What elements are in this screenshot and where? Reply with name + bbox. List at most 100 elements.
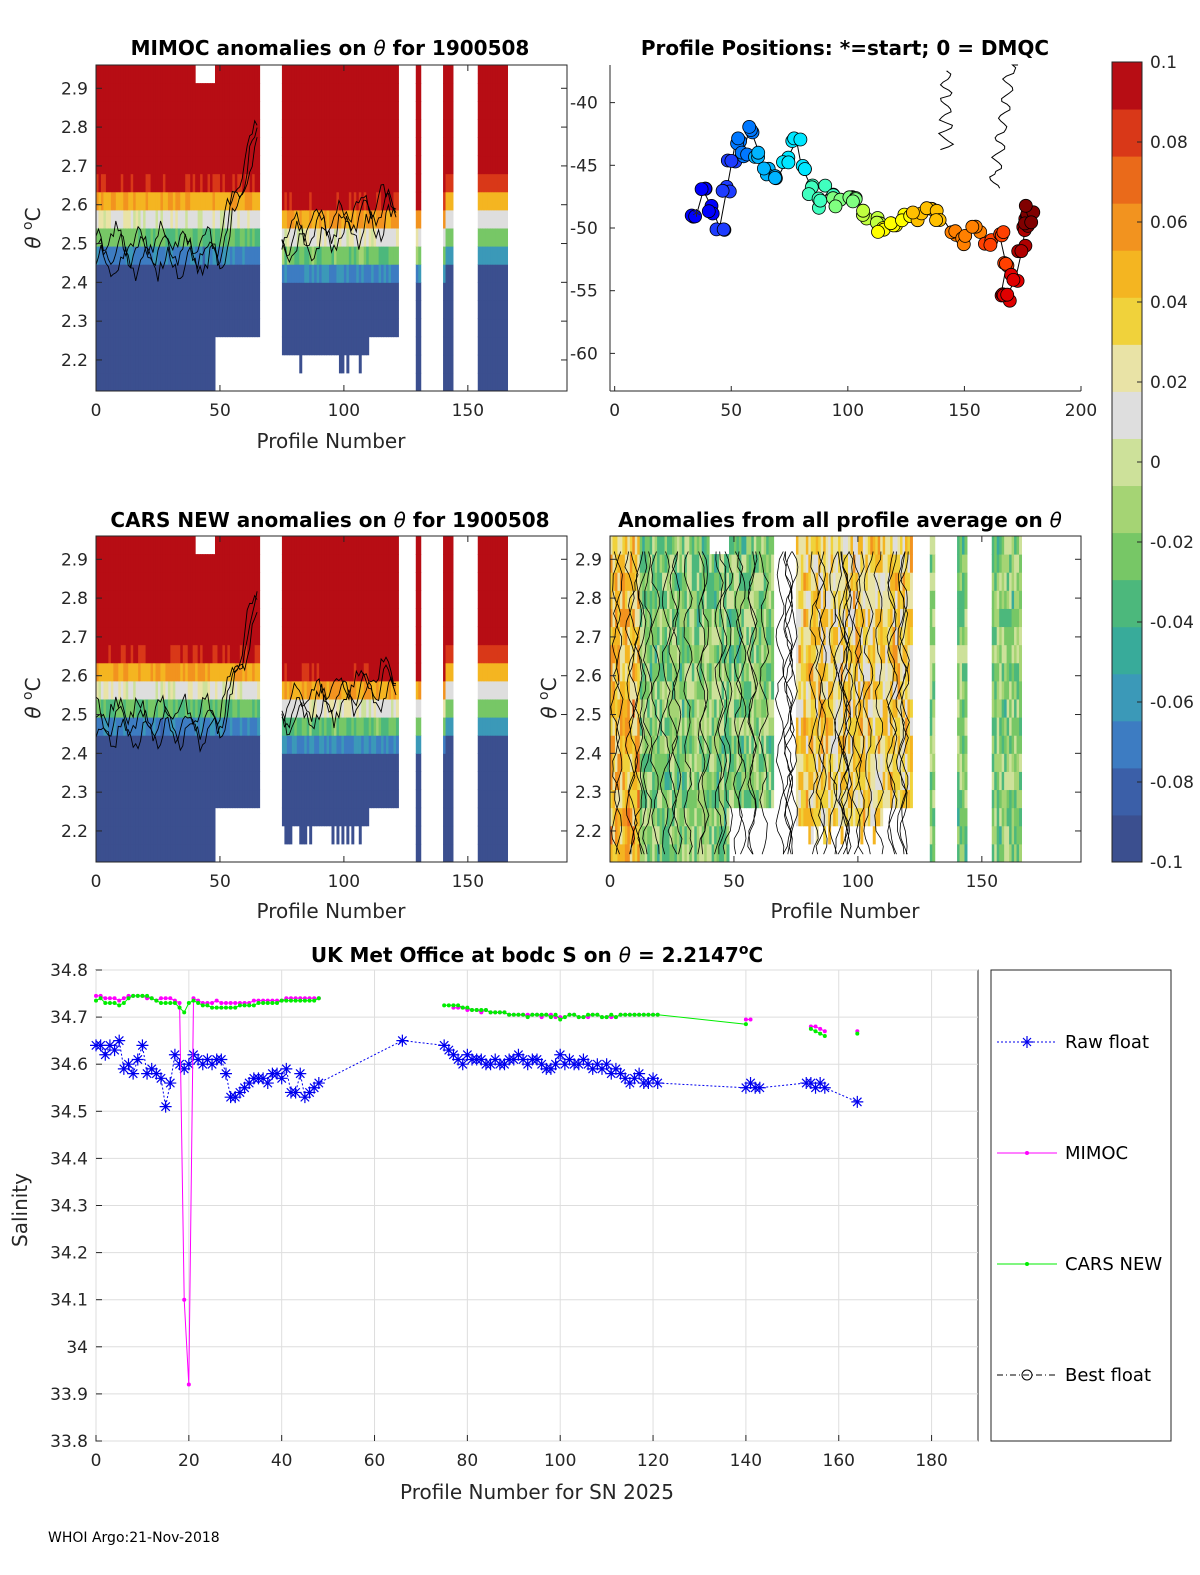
profile-marker [997, 226, 1010, 239]
heatmap-cell [450, 228, 453, 247]
heatmap-cell [304, 826, 307, 845]
heatmap-cell [257, 735, 260, 754]
profile-marker [1001, 288, 1014, 301]
y-tick-label: 2.6 [61, 196, 88, 216]
profile-marker [966, 220, 979, 233]
heatmap-cell [450, 790, 453, 809]
y-tick-label: 2.4 [61, 273, 88, 293]
heatmap-cell [505, 663, 508, 682]
x-tick-label: 50 [209, 401, 231, 421]
heatmap-cell [450, 83, 453, 102]
heatmap-cell [505, 192, 508, 211]
heatmap-cell [213, 373, 216, 392]
heatmap-cell [396, 681, 399, 700]
heatmap-cell [213, 337, 216, 356]
y-tick-label: 2.3 [61, 312, 88, 332]
heatmap-cell [332, 826, 335, 845]
profile-marker [794, 133, 807, 146]
heatmap-cell [346, 355, 349, 374]
heatmap-cell [257, 608, 260, 627]
heatmap-cell [505, 210, 508, 229]
x-tick-label: 50 [209, 872, 231, 892]
heatmap-cell [505, 608, 508, 627]
heatmap-cell [396, 735, 399, 754]
heatmap-cell [396, 300, 399, 319]
y-tick-label: 2.8 [61, 589, 88, 609]
heatmap-cell [505, 174, 508, 193]
heatmap-cell [450, 608, 453, 627]
heatmap-cell [396, 65, 399, 84]
y-tick-label: 2.8 [61, 118, 88, 138]
heatmap-cell [418, 808, 421, 827]
y-tick-label: -45 [570, 156, 598, 176]
heatmap-cell [418, 790, 421, 809]
heatmap-cell [257, 282, 260, 301]
heatmap-cell [505, 590, 508, 609]
heatmap-cell [505, 264, 508, 283]
x-tick-label: 0 [609, 401, 620, 421]
heatmap-cell [505, 101, 508, 120]
profile-marker [702, 205, 715, 218]
heatmap-cell [450, 572, 453, 591]
heatmap-cell [193, 65, 196, 84]
heatmap-cell [450, 337, 453, 356]
heatmap-cell [505, 65, 508, 84]
heatmap-cell [396, 83, 399, 102]
heatmap-cell [505, 753, 508, 772]
heatmap-cell [418, 590, 421, 609]
y-tick-label: 2.4 [61, 744, 88, 764]
heatmap-cell [418, 355, 421, 374]
heatmap-cell [257, 228, 260, 247]
heatmap-cell [257, 192, 260, 211]
heatmap-cell [418, 753, 421, 772]
heatmap-cell [450, 753, 453, 772]
profile-marker [757, 162, 770, 175]
heatmap-cell [396, 572, 399, 591]
heatmap-cell [257, 554, 260, 573]
heatmap-cell [257, 246, 260, 265]
heatmap-cell [309, 826, 312, 845]
heatmap-cell [505, 119, 508, 138]
heatmap-cell [505, 554, 508, 573]
y-tick-label: -50 [570, 219, 598, 239]
heatmap-cell [450, 844, 453, 863]
profile-marker [857, 204, 870, 217]
heatmap-cell [450, 373, 453, 392]
x-tick-label: 100 [832, 401, 864, 421]
heatmap-cell [418, 826, 421, 845]
heatmap-cell [396, 753, 399, 772]
mimoc-anomaly-panel: 0 50 100 1502.92.82.72.62.52.42.32.2 [61, 65, 567, 421]
y-tick-label: 2.9 [61, 79, 88, 99]
heatmap-cell [257, 65, 260, 84]
heatmap-cell [257, 663, 260, 682]
heatmap-cell [396, 192, 399, 211]
heatmap-cell [299, 355, 302, 374]
heatmap-cell [505, 808, 508, 827]
heatmap-cell [257, 753, 260, 772]
y-tick-label: 2.7 [61, 628, 88, 648]
heatmap-cell [450, 808, 453, 827]
heatmap-cell [418, 192, 421, 211]
heatmap-cell [213, 355, 216, 374]
heatmap-cell [396, 119, 399, 138]
heatmap-cell [346, 826, 349, 845]
heatmap-cell [396, 156, 399, 175]
heatmap-cell [418, 608, 421, 627]
heatmap-cell [257, 210, 260, 229]
heatmap-cell [418, 300, 421, 319]
heatmap-cell [505, 717, 508, 736]
heatmap-cell [418, 735, 421, 754]
heatmap-cell [450, 137, 453, 156]
heatmap-cell [450, 536, 453, 555]
heatmap-cell [450, 282, 453, 301]
profile-marker [1007, 273, 1020, 286]
heatmap-cell [505, 699, 508, 718]
profile-marker [782, 156, 795, 169]
heatmap-cell [418, 717, 421, 736]
heatmap-cell [450, 156, 453, 175]
heatmap-cell [213, 808, 216, 827]
heatmap-cell [505, 681, 508, 700]
heatmap-cell [450, 645, 453, 664]
heatmap-cell [336, 826, 339, 845]
heatmap-cell [396, 101, 399, 120]
